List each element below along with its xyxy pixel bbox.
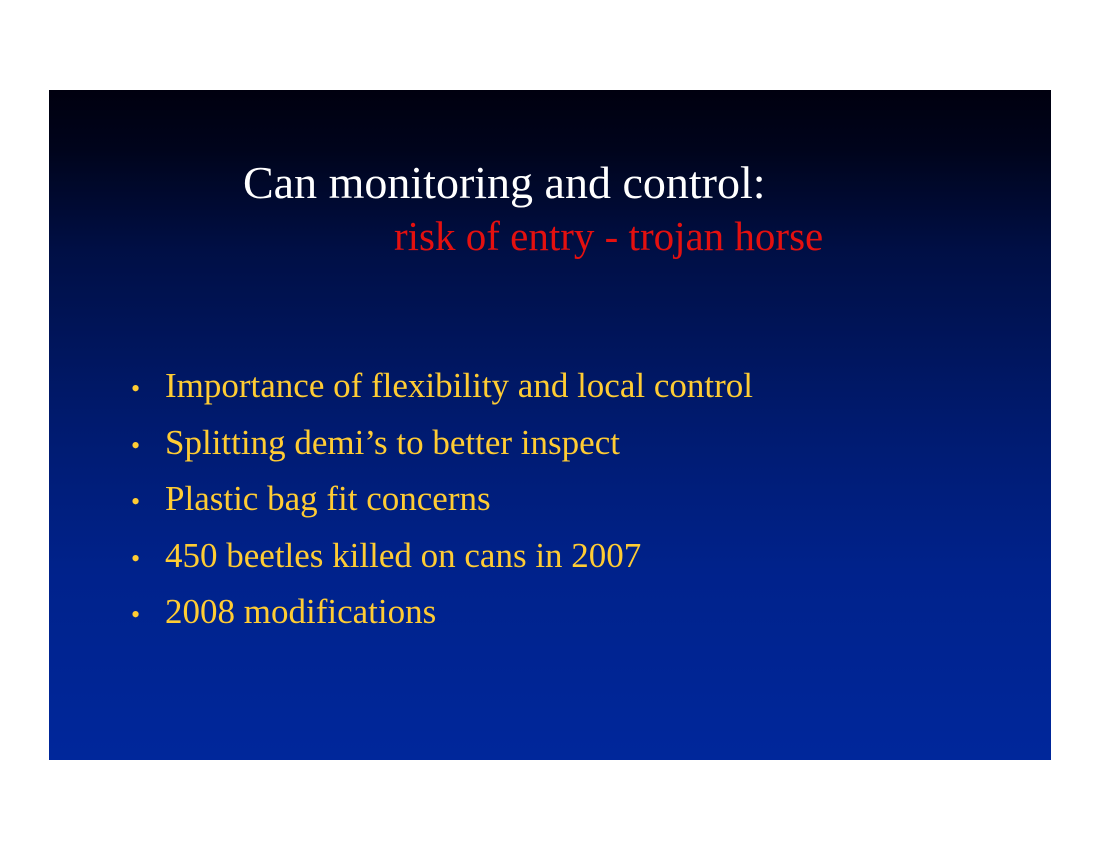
bullet-item: • Plastic bag fit concerns	[131, 479, 753, 536]
bullet-item: • Splitting demi’s to better inspect	[131, 423, 753, 480]
slide: Can monitoring and control: risk of entr…	[49, 90, 1051, 760]
bullet-item: • Importance of flexibility and local co…	[131, 366, 753, 423]
bullet-text: Importance of flexibility and local cont…	[165, 366, 753, 405]
bullet-item: • 2008 modifications	[131, 592, 753, 649]
slide-title: Can monitoring and control:	[243, 157, 766, 208]
bullet-dot-icon: •	[131, 430, 141, 460]
bullet-text: 450 beetles killed on cans in 2007	[165, 535, 642, 575]
bullet-list: • Importance of flexibility and local co…	[131, 366, 753, 649]
bullet-text: 2008 modifications	[165, 592, 437, 631]
bullet-text: Plastic bag fit concerns	[165, 479, 491, 518]
slide-subtitle: risk of entry - trojan horse	[394, 213, 824, 259]
bullet-dot-icon: •	[131, 487, 141, 516]
bullet-dot-icon: •	[131, 600, 141, 629]
bullet-text: Splitting demi’s to better inspect	[165, 422, 620, 462]
bullet-item: • 450 beetles killed on cans in 2007	[131, 536, 753, 593]
bullet-dot-icon: •	[131, 543, 141, 573]
bullet-dot-icon: •	[131, 374, 141, 403]
